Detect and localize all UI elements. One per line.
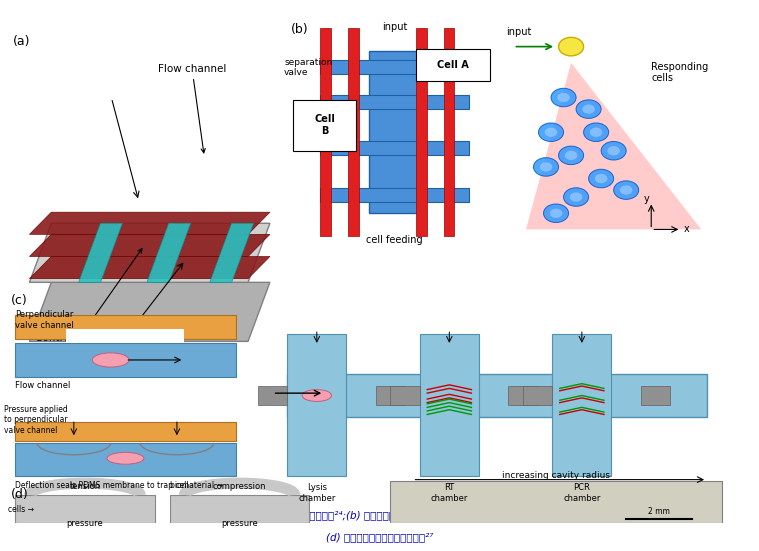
Text: Responding
cells: Responding cells bbox=[651, 62, 708, 83]
Bar bbox=[416, 49, 490, 82]
Bar bbox=[15, 422, 236, 441]
Polygon shape bbox=[526, 63, 701, 229]
Polygon shape bbox=[30, 212, 270, 234]
Ellipse shape bbox=[302, 390, 332, 402]
Ellipse shape bbox=[107, 452, 143, 464]
Text: y: y bbox=[644, 193, 650, 204]
Ellipse shape bbox=[534, 158, 559, 176]
Text: cells →: cells → bbox=[8, 505, 33, 514]
Text: pressure: pressure bbox=[67, 519, 103, 528]
Text: 2 mm: 2 mm bbox=[648, 507, 670, 516]
Polygon shape bbox=[30, 282, 270, 342]
Bar bbox=[15, 343, 236, 376]
Ellipse shape bbox=[559, 146, 584, 165]
Ellipse shape bbox=[595, 174, 607, 183]
Bar bbox=[523, 386, 553, 405]
Ellipse shape bbox=[559, 37, 584, 56]
Bar bbox=[376, 386, 405, 405]
Ellipse shape bbox=[545, 128, 557, 137]
Bar bbox=[15, 495, 155, 523]
Ellipse shape bbox=[607, 146, 620, 155]
Text: Lysis
chamber: Lysis chamber bbox=[298, 483, 335, 503]
Text: Control channels: Control channels bbox=[35, 249, 142, 343]
Text: Cell A: Cell A bbox=[437, 60, 469, 70]
Bar bbox=[15, 443, 236, 476]
Text: input: input bbox=[382, 23, 408, 33]
Ellipse shape bbox=[539, 123, 563, 142]
Text: (b): (b) bbox=[291, 24, 308, 36]
Bar bbox=[169, 495, 310, 523]
Polygon shape bbox=[30, 257, 270, 279]
Polygon shape bbox=[79, 223, 122, 282]
Bar bbox=[293, 100, 357, 151]
Text: x: x bbox=[684, 224, 689, 234]
Text: Cell
B: Cell B bbox=[314, 115, 335, 136]
Polygon shape bbox=[30, 223, 270, 282]
Bar bbox=[553, 334, 611, 476]
Text: input: input bbox=[506, 27, 531, 37]
Ellipse shape bbox=[576, 100, 601, 118]
Text: Perpendicular
valve channel: Perpendicular valve channel bbox=[15, 310, 74, 329]
Text: cell feeding: cell feeding bbox=[367, 235, 423, 245]
Text: biomaterial →: biomaterial → bbox=[169, 481, 222, 490]
Bar bbox=[67, 329, 184, 343]
Bar bbox=[416, 28, 427, 236]
Bar bbox=[320, 28, 331, 236]
Text: tension: tension bbox=[69, 482, 100, 491]
Text: (a) 微流芯片中常用Quake valve的结构示意²⁴;(b) 阀控细胞配对与相互作用研究²⁵;(c) 阀控单细胞分离用于单细胞PCR²⁶;: (a) 微流芯片中常用Quake valve的结构示意²⁴;(b) 阀控细胞配对… bbox=[178, 510, 581, 520]
Text: increasing cavity radius: increasing cavity radius bbox=[502, 472, 610, 480]
Bar bbox=[288, 374, 707, 417]
Bar bbox=[320, 95, 469, 109]
Text: Flow channel: Flow channel bbox=[158, 64, 226, 153]
Bar bbox=[509, 386, 537, 405]
Bar bbox=[390, 481, 722, 523]
Text: RT
chamber: RT chamber bbox=[430, 483, 468, 503]
Bar bbox=[320, 188, 469, 202]
Ellipse shape bbox=[551, 88, 576, 107]
Text: Pressure applied
to perpendicular
valve channel: Pressure applied to perpendicular valve … bbox=[4, 405, 68, 435]
Ellipse shape bbox=[601, 142, 626, 160]
Text: (a): (a) bbox=[13, 35, 30, 48]
Bar bbox=[443, 28, 454, 236]
Text: Flow channel: Flow channel bbox=[15, 381, 71, 390]
Bar bbox=[369, 51, 420, 213]
Text: separation
valve: separation valve bbox=[284, 58, 332, 77]
Bar bbox=[320, 142, 469, 155]
Text: compression: compression bbox=[213, 482, 266, 491]
Ellipse shape bbox=[570, 192, 582, 202]
Bar bbox=[258, 386, 288, 405]
Ellipse shape bbox=[543, 204, 568, 223]
Ellipse shape bbox=[563, 188, 589, 206]
Ellipse shape bbox=[565, 151, 578, 160]
Text: PCR
chamber: PCR chamber bbox=[563, 483, 600, 503]
Polygon shape bbox=[147, 223, 191, 282]
Bar bbox=[320, 61, 469, 74]
Ellipse shape bbox=[620, 186, 632, 195]
Bar bbox=[390, 386, 420, 405]
Bar bbox=[641, 386, 670, 405]
Polygon shape bbox=[30, 234, 270, 257]
Ellipse shape bbox=[584, 123, 609, 142]
Text: (d) 主动阀控制下的细胞机械刺激²⁷: (d) 主动阀控制下的细胞机械刺激²⁷ bbox=[326, 532, 433, 542]
Text: pressure: pressure bbox=[221, 519, 258, 528]
Ellipse shape bbox=[613, 181, 639, 199]
Bar bbox=[348, 28, 358, 236]
Ellipse shape bbox=[589, 169, 613, 188]
Text: (c): (c) bbox=[11, 294, 28, 306]
Ellipse shape bbox=[550, 209, 562, 218]
Bar bbox=[15, 315, 236, 339]
Bar bbox=[288, 334, 346, 476]
Polygon shape bbox=[209, 223, 254, 282]
Text: (d): (d) bbox=[11, 488, 29, 501]
Ellipse shape bbox=[557, 93, 570, 102]
Text: Deflection seals PDMS membrane to trap cell: Deflection seals PDMS membrane to trap c… bbox=[15, 481, 188, 490]
Ellipse shape bbox=[93, 353, 129, 367]
Bar bbox=[420, 334, 479, 476]
Ellipse shape bbox=[540, 163, 553, 171]
Ellipse shape bbox=[590, 128, 603, 137]
Ellipse shape bbox=[582, 105, 595, 114]
